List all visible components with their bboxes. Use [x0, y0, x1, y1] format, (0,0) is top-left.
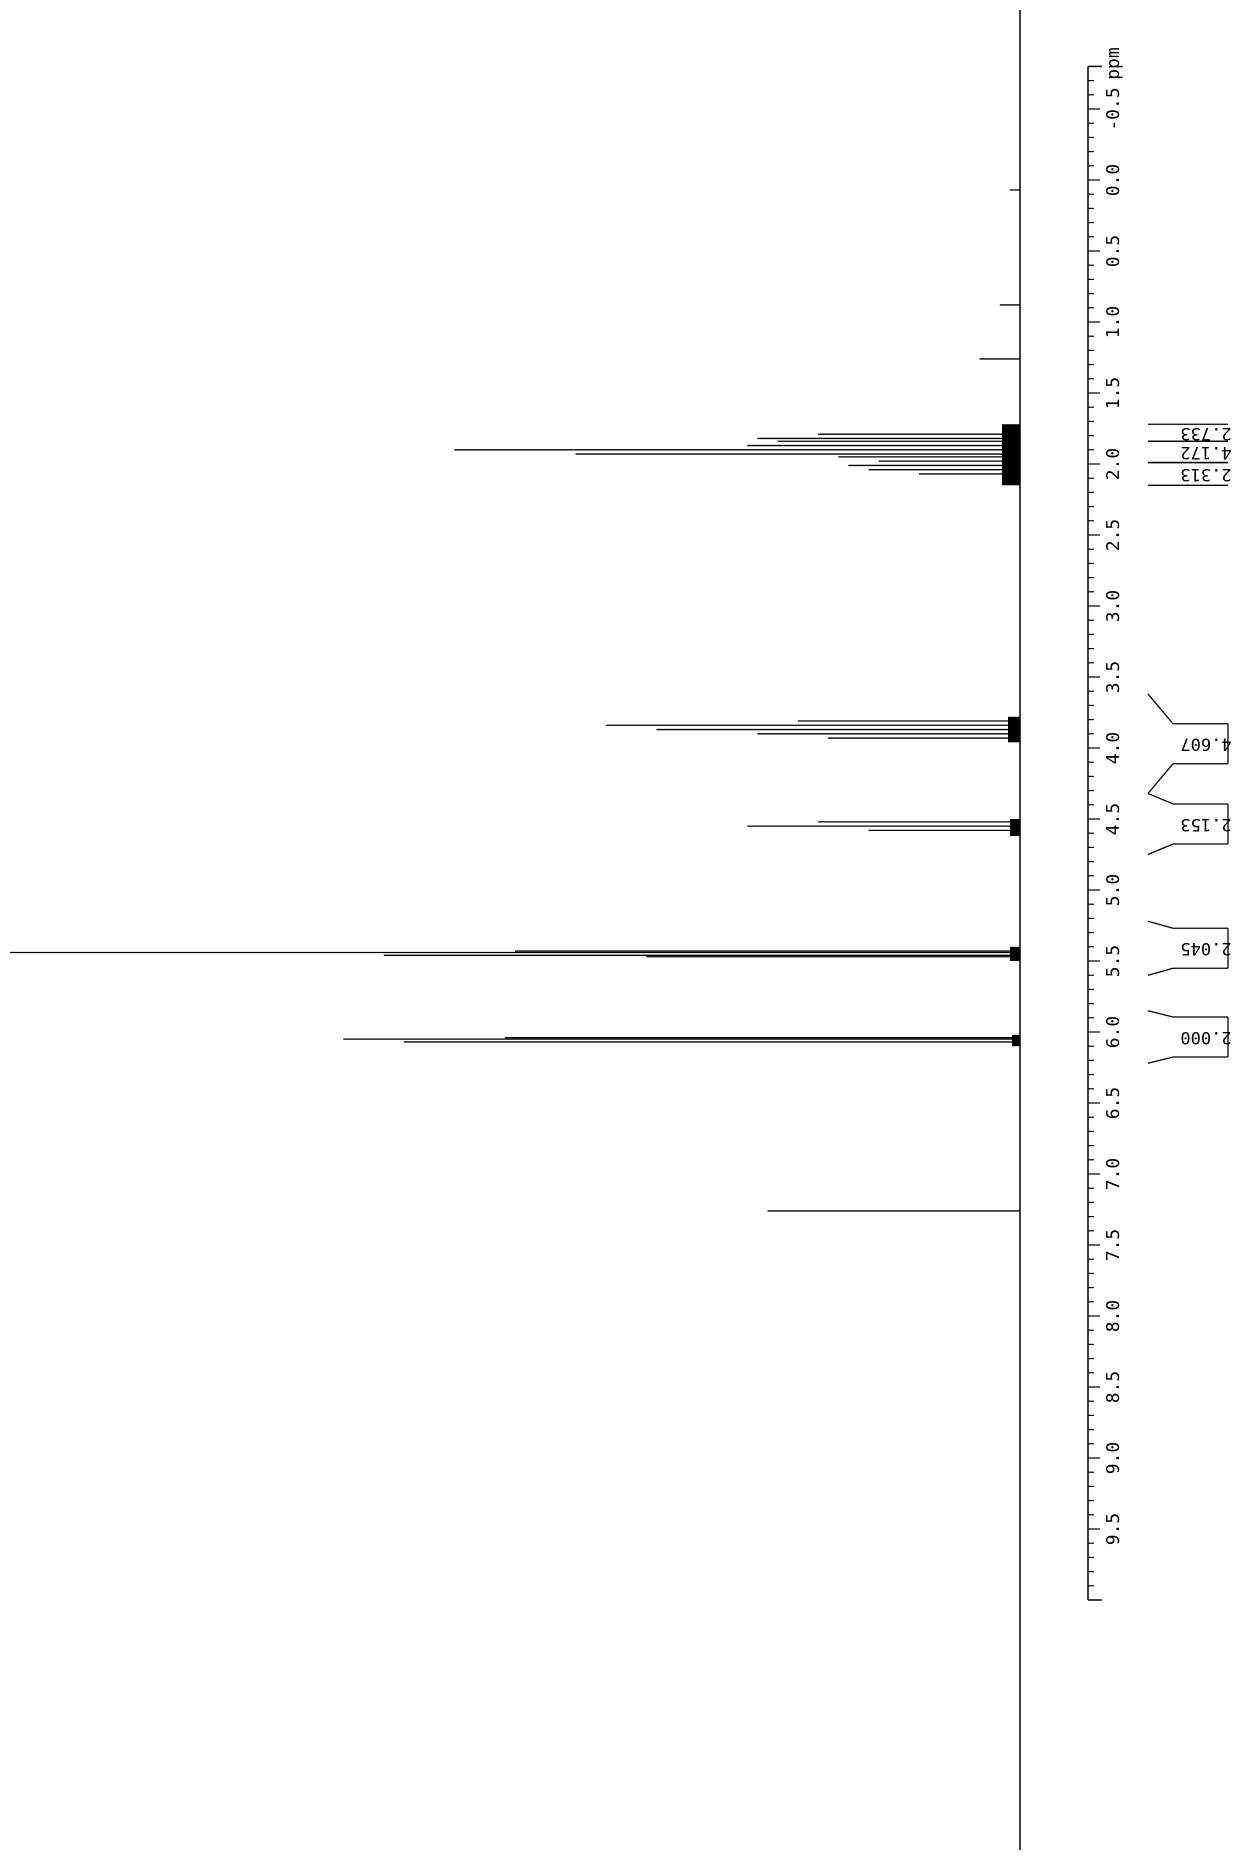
integral-label: 2.153: [1180, 814, 1231, 834]
integral-bracket: 4.607: [1147, 693, 1232, 794]
tick-label: 0.5: [1103, 235, 1124, 268]
tick-label: 6.5: [1103, 1087, 1124, 1120]
integral-bracket: 2.733: [1148, 423, 1232, 443]
integral-bracket: 4.172: [1148, 440, 1232, 464]
tick-label: 5.0: [1103, 874, 1124, 907]
tick-label: -0.5: [1103, 87, 1124, 130]
integral-label: 2.313: [1180, 464, 1231, 484]
tick-label: 8.5: [1103, 1371, 1124, 1404]
tick-label: 1.5: [1103, 377, 1124, 410]
spectrum-trace: [10, 10, 1021, 1850]
multiplet-band: [1012, 1034, 1020, 1047]
integral-label: 2.733: [1180, 423, 1231, 443]
tick-label: 3.0: [1103, 590, 1124, 623]
integral-bracket: 2.153: [1147, 792, 1232, 856]
multiplet-band: [1010, 946, 1020, 961]
tick-label: 0.0: [1103, 164, 1124, 197]
integral-bracket: 2.313: [1148, 461, 1232, 486]
tick-label: 1.0: [1103, 306, 1124, 339]
integral-label: 4.172: [1180, 442, 1231, 462]
multiplet-band: [1002, 424, 1020, 486]
integral-label: 2.045: [1180, 938, 1231, 958]
tick-label: 4.5: [1103, 803, 1124, 836]
tick-label: 2.5: [1103, 519, 1124, 552]
integral-bracket: 2.045: [1147, 920, 1232, 976]
tick-label: 3.5: [1103, 661, 1124, 694]
tick-label: 2.0: [1103, 448, 1124, 481]
integral-bracket: 2.000: [1147, 1010, 1232, 1064]
ppm-axis: ppm -0.5 0.0 0.5 1.0 1.5 2.0 2.5 3.0 3.5 4.0 4.5 5.…: [1087, 47, 1124, 1601]
tick-label: 8.0: [1103, 1300, 1124, 1333]
tick-label: 7.5: [1103, 1229, 1124, 1262]
axis-unit-label: ppm: [1103, 47, 1124, 80]
tick-label: 9.5: [1103, 1513, 1124, 1546]
tick-label: 6.0: [1103, 1016, 1124, 1049]
tick-label: 9.0: [1103, 1442, 1124, 1475]
tick-label: 7.0: [1103, 1158, 1124, 1191]
multiplet-band: [1010, 819, 1020, 837]
integral-label: 4.607: [1180, 734, 1231, 754]
integral-label: 2.000: [1180, 1027, 1231, 1047]
tick-label: 5.5: [1103, 945, 1124, 978]
tick-label: 4.0: [1103, 732, 1124, 765]
